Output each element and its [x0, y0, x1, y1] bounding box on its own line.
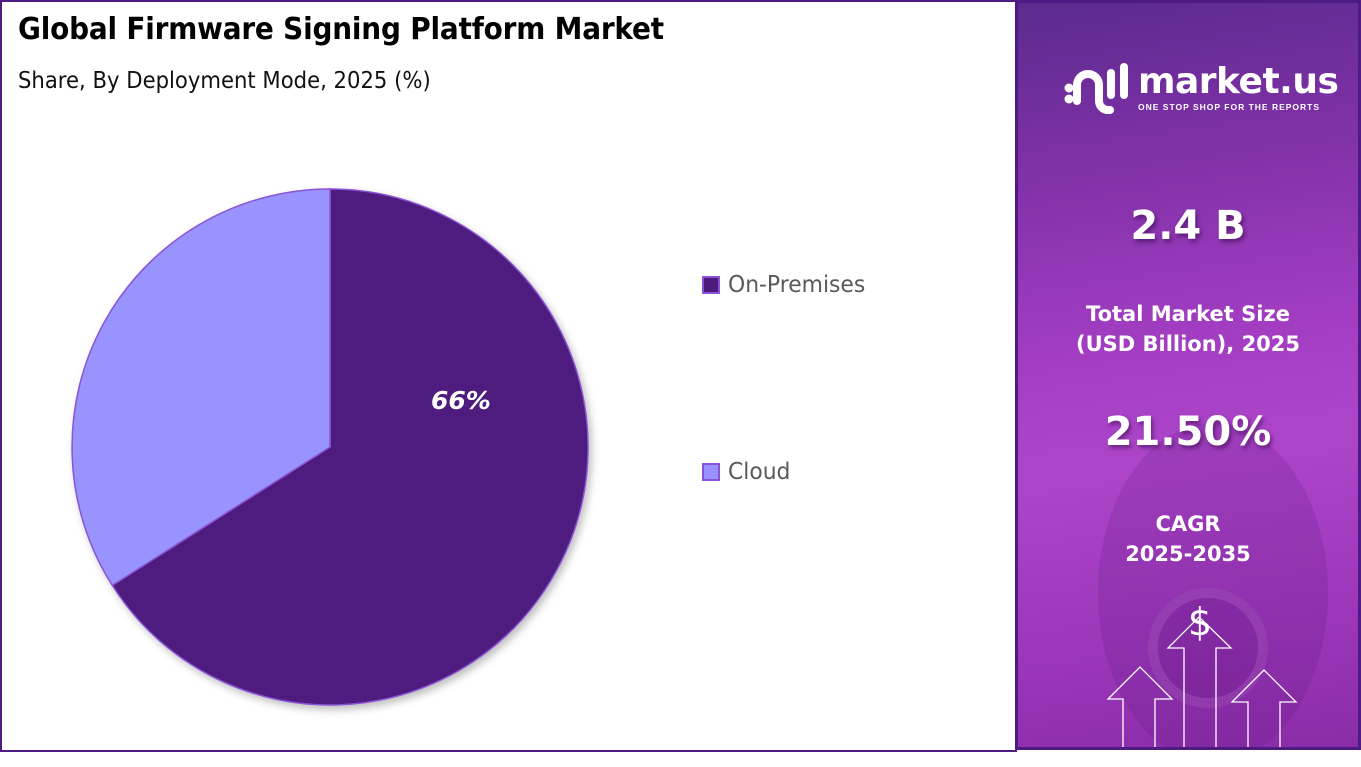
legend-label: Cloud — [728, 459, 791, 485]
cagr-value: 21.50% — [1104, 409, 1272, 455]
brand-tagline: ONE STOP SHOP FOR THE REPORTS — [1138, 101, 1321, 112]
dollar-icon: $ — [1188, 600, 1212, 644]
market-us-logo-icon — [1064, 63, 1128, 114]
legend-swatch-cloud — [702, 463, 720, 481]
brand-logo[interactable]: market.us ONE STOP SHOP FOR THE REPORTS — [1062, 59, 1339, 117]
brand-name: market.us — [1138, 60, 1339, 102]
pie-chart: 66% — [62, 180, 602, 720]
chart-subtitle: Share, By Deployment Mode, 2025 (%) — [18, 68, 431, 94]
brand-text: market.us ONE STOP SHOP FOR THE REPORTS — [1138, 60, 1339, 112]
growth-arrows-icon: $ — [1106, 600, 1298, 747]
legend-label: On-Premises — [728, 272, 866, 298]
market-size-value: 2.4 B — [1130, 203, 1246, 249]
market-size-label-line2: (USD Billion), 2025 — [1075, 332, 1301, 356]
pie-slice-cloud[interactable] — [71, 188, 331, 587]
chart-title: Global Firmware Signing Platform Market — [18, 12, 664, 47]
chart-panel: Global Firmware Signing Platform Market … — [0, 0, 1017, 752]
pie-svg — [71, 188, 589, 706]
market-size-label-line1: Total Market Size — [1086, 302, 1290, 326]
pie-slice-on-premises[interactable] — [111, 188, 589, 706]
legend-item-on-premises[interactable]: On-Premises — [702, 272, 872, 298]
cagr-period: 2025-2035 — [1125, 542, 1251, 566]
summary-sidebar: market.us ONE STOP SHOP FOR THE REPORTS … — [1015, 0, 1361, 750]
slice-label-on-premises: 66% — [431, 386, 491, 415]
legend-item-cloud[interactable]: Cloud — [702, 459, 794, 485]
cagr-label: CAGR — [1155, 512, 1221, 536]
legend-swatch-on-premises — [702, 276, 720, 294]
